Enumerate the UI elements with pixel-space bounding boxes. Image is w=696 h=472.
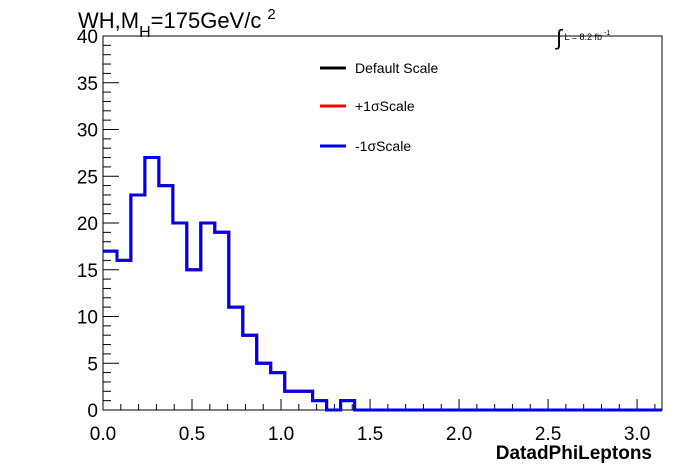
title-main: WH,M <box>78 8 140 33</box>
y-tick-label: 35 <box>77 74 98 95</box>
title-subscript: H <box>139 24 151 41</box>
x-tick-label: 1.0 <box>268 424 294 445</box>
y-tick-label: 40 <box>77 27 98 48</box>
title-rest: =175GeV/c <box>150 8 262 33</box>
luminosity-exponent: -1 <box>604 30 611 37</box>
x-tick-label: 0.0 <box>90 424 116 445</box>
y-tick-label: 20 <box>77 214 98 235</box>
y-tick-label: 15 <box>77 261 98 282</box>
y-tick-label: 30 <box>77 121 98 142</box>
legend: Default Scale +1σScale -1σScale <box>320 60 438 154</box>
x-tick-label: 1.5 <box>357 424 383 445</box>
axes: 0 5 10 15 20 25 30 35 40 0.0 0.5 1.0 1.5 2.0 2.5 3.0 <box>77 27 656 445</box>
y-tick-label: 5 <box>87 354 98 375</box>
x-axis-title: DatadPhiLeptons <box>496 443 652 464</box>
integral-symbol: ∫ <box>556 25 563 50</box>
legend-entry-label: -1σScale <box>355 138 411 154</box>
x-tick-label: 2.5 <box>535 424 561 445</box>
x-tick-label: 2.0 <box>446 424 472 445</box>
series-line <box>103 156 662 412</box>
legend-entry-label: Default Scale <box>355 60 438 76</box>
series-line <box>103 156 662 412</box>
title-superscript: 2 <box>267 6 276 23</box>
series-layer <box>103 156 662 412</box>
series-line <box>103 156 662 412</box>
luminosity-text: L = 8.2 fb <box>564 32 602 42</box>
legend-entry-label: +1σScale <box>355 98 415 114</box>
y-tick-label: 10 <box>77 308 98 329</box>
x-tick-label: 3.0 <box>624 424 650 445</box>
y-tick-label: 25 <box>77 167 98 188</box>
luminosity-label: ∫ L = 8.2 fb -1 <box>556 20 611 50</box>
y-tick-label: 0 <box>87 401 98 422</box>
x-tick-label: 0.5 <box>179 424 205 445</box>
chart-title: WH,MH=175GeV/c 2 <box>78 6 276 41</box>
